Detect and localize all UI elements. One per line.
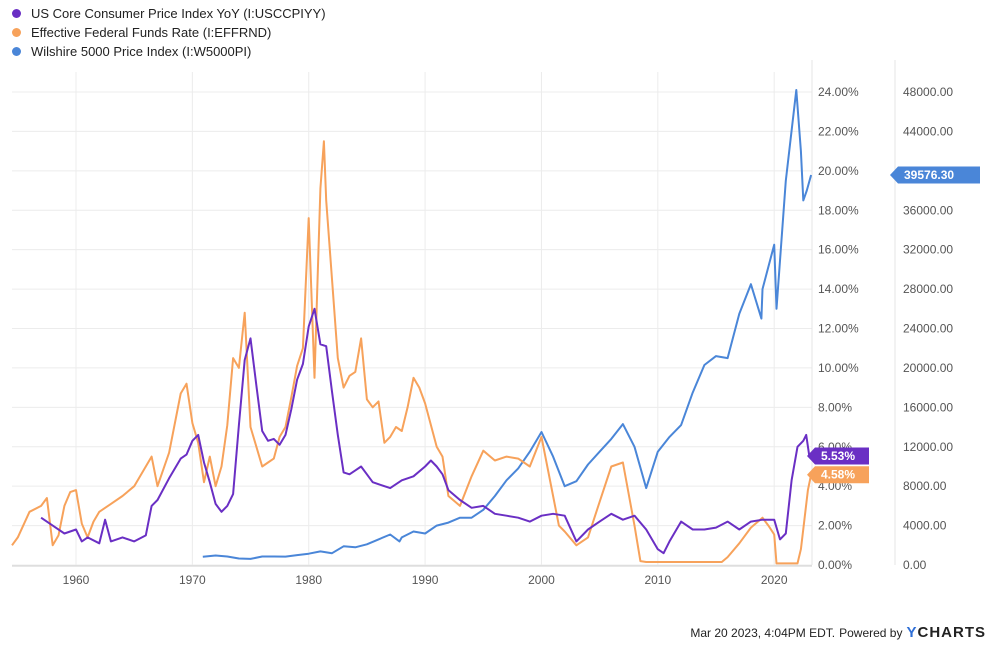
- y-left-tick-label: 0.00%: [818, 558, 852, 572]
- legend-dot-fed-funds: [12, 28, 21, 37]
- footer-timestamp: Mar 20 2023, 4:04PM EDT.: [690, 625, 836, 640]
- legend-item-core-cpi[interactable]: US Core Consumer Price Index YoY (I:USCC…: [12, 4, 326, 23]
- y-left-tick-label: 22.00%: [818, 124, 859, 138]
- y-right-tick-label: 44000.00: [903, 124, 953, 138]
- legend-dot-wilshire: [12, 47, 21, 56]
- x-tick-label: 2000: [528, 573, 555, 587]
- last-value-tag-fed-funds-label: 4.58%: [821, 468, 855, 482]
- x-tick-label: 1990: [412, 573, 439, 587]
- y-left-tick-label: 2.00%: [818, 519, 852, 533]
- y-right-tick-label: 32000.00: [903, 243, 953, 257]
- legend-label-fed-funds: Effective Federal Funds Rate (I:EFFRND): [31, 25, 272, 40]
- y-right-tick-label: 12000.00: [903, 440, 953, 454]
- chart-legend: US Core Consumer Price Index YoY (I:USCC…: [12, 4, 326, 61]
- last-value-tag-core-cpi: [807, 447, 869, 465]
- y-left-tick-label: 10.00%: [818, 361, 859, 375]
- last-value-tag-core-cpi-label: 5.53%: [821, 449, 855, 463]
- y-left-tick-label: 24.00%: [818, 85, 859, 99]
- last-value-tag-wilshire: [890, 166, 980, 184]
- x-tick-label: 2020: [761, 573, 788, 587]
- legend-label-core-cpi: US Core Consumer Price Index YoY (I:USCC…: [31, 6, 326, 21]
- y-right-tick-label: 28000.00: [903, 282, 953, 296]
- y-right-tick-label: 4000.00: [903, 519, 947, 533]
- last-value-tag-fed-funds: [807, 466, 869, 484]
- y-left-tick-label: 18.00%: [818, 203, 859, 217]
- series-line-core-cpi: [40, 307, 812, 555]
- ycharts-logo[interactable]: YCHARTS: [906, 624, 986, 641]
- legend-dot-core-cpi: [12, 9, 21, 18]
- y-left-tick-label: 8.00%: [818, 400, 852, 414]
- y-left-tick-label: 16.00%: [818, 243, 859, 257]
- y-right-tick-label: 36000.00: [903, 203, 953, 217]
- last-value-tag-wilshire-label: 39576.30: [904, 168, 954, 182]
- x-tick-label: 2010: [644, 573, 671, 587]
- x-tick-label: 1960: [63, 573, 90, 587]
- series-line-fed-funds: [11, 140, 813, 565]
- y-right-tick-label: 16000.00: [903, 400, 953, 414]
- chart-footer: Mar 20 2023, 4:04PM EDT. Powered by YCHA…: [690, 624, 986, 641]
- y-right-tick-label: 0.00: [903, 558, 927, 572]
- y-right-tick-label: 24000.00: [903, 322, 953, 336]
- y-left-tick-label: 14.00%: [818, 282, 859, 296]
- series-line-wilshire: [202, 89, 813, 560]
- legend-label-wilshire: Wilshire 5000 Price Index (I:W5000PI): [31, 44, 252, 59]
- y-right-tick-label: 48000.00: [903, 85, 953, 99]
- y-right-tick-label: 8000.00: [903, 479, 947, 493]
- x-tick-label: 1980: [295, 573, 322, 587]
- legend-item-wilshire[interactable]: Wilshire 5000 Price Index (I:W5000PI): [12, 42, 326, 61]
- x-tick-label: 1970: [179, 573, 206, 587]
- legend-item-fed-funds[interactable]: Effective Federal Funds Rate (I:EFFRND): [12, 23, 326, 42]
- footer-powered-by: Powered by: [839, 625, 903, 640]
- y-left-tick-label: 20.00%: [818, 164, 859, 178]
- y-left-tick-label: 12.00%: [818, 322, 859, 336]
- y-right-tick-label: 20000.00: [903, 361, 953, 375]
